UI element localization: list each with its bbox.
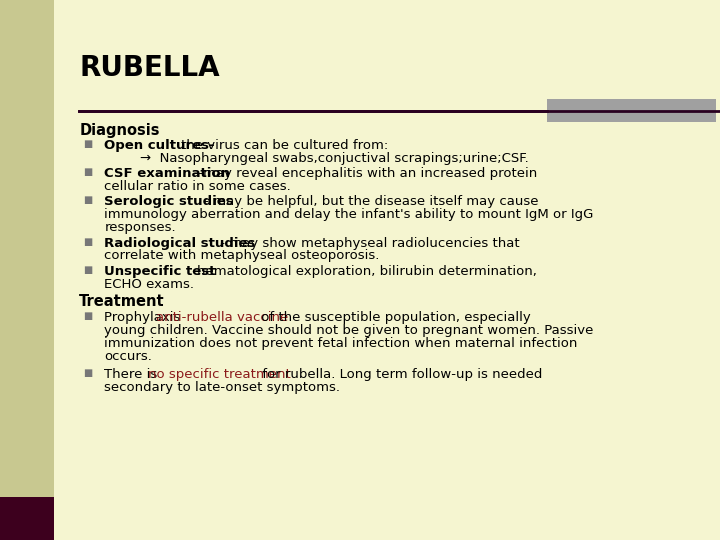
Text: Radiological studies: Radiological studies	[104, 237, 256, 249]
Text: occurs.: occurs.	[104, 350, 152, 363]
Text: ■: ■	[83, 237, 92, 247]
Bar	[547, 99, 716, 122]
Text: anti-rubella vaccine: anti-rubella vaccine	[156, 311, 289, 324]
Text: ECHO exams.: ECHO exams.	[104, 278, 194, 291]
Text: immunization does not prevent fetal infection when maternal infection: immunization does not prevent fetal infe…	[104, 337, 577, 350]
Text: of the susceptible population, especially: of the susceptible population, especiall…	[257, 311, 531, 324]
Text: - may show metaphyseal radiolucencies that: - may show metaphyseal radiolucencies th…	[216, 237, 520, 249]
Text: -may reveal encephalitis with an increased protein: -may reveal encephalitis with an increas…	[194, 167, 537, 180]
Text: CSF examination: CSF examination	[104, 167, 230, 180]
Text: the virus can be cultured from:: the virus can be cultured from:	[181, 139, 389, 152]
Bar	[0, 497, 54, 540]
Text: no specific treatment: no specific treatment	[148, 368, 290, 381]
Text: ■: ■	[83, 139, 92, 150]
Text: responses.: responses.	[104, 221, 176, 234]
Text: immunology aberration and delay the infant's ability to mount IgM or IgG: immunology aberration and delay the infa…	[104, 208, 594, 221]
Text: ■: ■	[83, 195, 92, 206]
Text: RUBELLA: RUBELLA	[79, 54, 220, 82]
Text: Open cultures-: Open cultures-	[104, 139, 215, 152]
Text: There is: There is	[104, 368, 162, 381]
Text: →  Nasopharyngeal swabs,conjuctival scrapings;urine;CSF.: → Nasopharyngeal swabs,conjuctival scrap…	[140, 152, 529, 165]
Text: -hematological exploration, bilirubin determination,: -hematological exploration, bilirubin de…	[188, 265, 537, 278]
Text: ■: ■	[83, 265, 92, 275]
Text: Diagnosis: Diagnosis	[79, 123, 160, 138]
Text: ■: ■	[83, 311, 92, 321]
Text: Unspecific test: Unspecific test	[104, 265, 216, 278]
Bar	[0, 0, 54, 540]
Text: young children. Vaccine should not be given to pregnant women. Passive: young children. Vaccine should not be gi…	[104, 324, 594, 337]
Text: cellular ratio in some cases.: cellular ratio in some cases.	[104, 180, 291, 193]
Text: for rubella. Long term follow-up is needed: for rubella. Long term follow-up is need…	[258, 368, 543, 381]
Text: secondary to late-onset symptoms.: secondary to late-onset symptoms.	[104, 381, 341, 394]
Text: ■: ■	[83, 167, 92, 178]
Text: Treatment: Treatment	[79, 294, 165, 309]
Text: Prophylaxis: Prophylaxis	[104, 311, 185, 324]
Text: Serologic studies: Serologic studies	[104, 195, 234, 208]
Text: correlate with metaphyseal osteoporosis.: correlate with metaphyseal osteoporosis.	[104, 249, 379, 262]
Text: - may be helpful, but the disease itself may cause: - may be helpful, but the disease itself…	[200, 195, 539, 208]
Text: ■: ■	[83, 368, 92, 379]
